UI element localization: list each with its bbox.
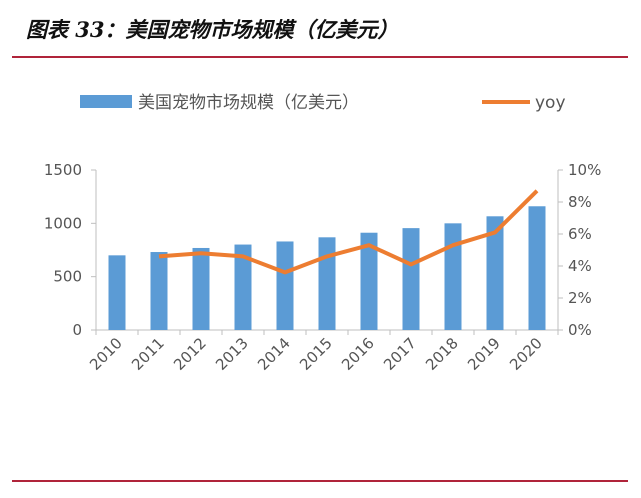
yoy-line xyxy=(158,189,539,275)
title-divider xyxy=(12,56,628,58)
chart-title: 图表 33：美国宠物市场规模（亿美元） xyxy=(26,17,399,42)
right-tick-label: 2% xyxy=(568,289,592,307)
legend-label-line: yoy xyxy=(535,93,566,113)
bar xyxy=(318,237,336,330)
x-tick-label: 2016 xyxy=(338,334,378,374)
x-tick-label: 2012 xyxy=(170,334,210,374)
bar xyxy=(360,232,378,330)
right-tick-label: 4% xyxy=(568,257,592,275)
bar xyxy=(402,228,420,330)
bar xyxy=(528,206,546,330)
footer-divider xyxy=(12,480,628,482)
bar xyxy=(234,244,252,330)
bar xyxy=(108,255,126,330)
left-tick-label: 1000 xyxy=(44,214,82,232)
left-tick-label: 1500 xyxy=(44,161,82,179)
bar xyxy=(444,223,462,330)
x-tick-label: 2011 xyxy=(128,334,168,374)
legend-swatch-bar xyxy=(80,95,132,108)
x-tick-label: 2018 xyxy=(422,334,462,374)
left-tick-label: 500 xyxy=(53,268,82,286)
right-tick-label: 0% xyxy=(568,321,592,339)
right-tick-label: 10% xyxy=(568,161,601,179)
right-tick-label: 8% xyxy=(568,193,592,211)
x-tick-label: 2010 xyxy=(86,334,126,374)
bar xyxy=(192,247,210,330)
left-tick-label: 0 xyxy=(72,321,82,339)
bar xyxy=(486,216,504,330)
x-tick-label: 2020 xyxy=(506,334,546,374)
right-tick-label: 6% xyxy=(568,225,592,243)
bar xyxy=(150,252,168,330)
legend-label-bar: 美国宠物市场规模（亿美元） xyxy=(138,93,359,113)
x-tick-label: 2017 xyxy=(380,334,420,374)
x-tick-label: 2019 xyxy=(464,334,504,374)
bar xyxy=(276,241,294,330)
x-tick-label: 2015 xyxy=(296,334,336,374)
x-tick-label: 2013 xyxy=(212,334,252,374)
x-tick-label: 2014 xyxy=(254,334,294,374)
